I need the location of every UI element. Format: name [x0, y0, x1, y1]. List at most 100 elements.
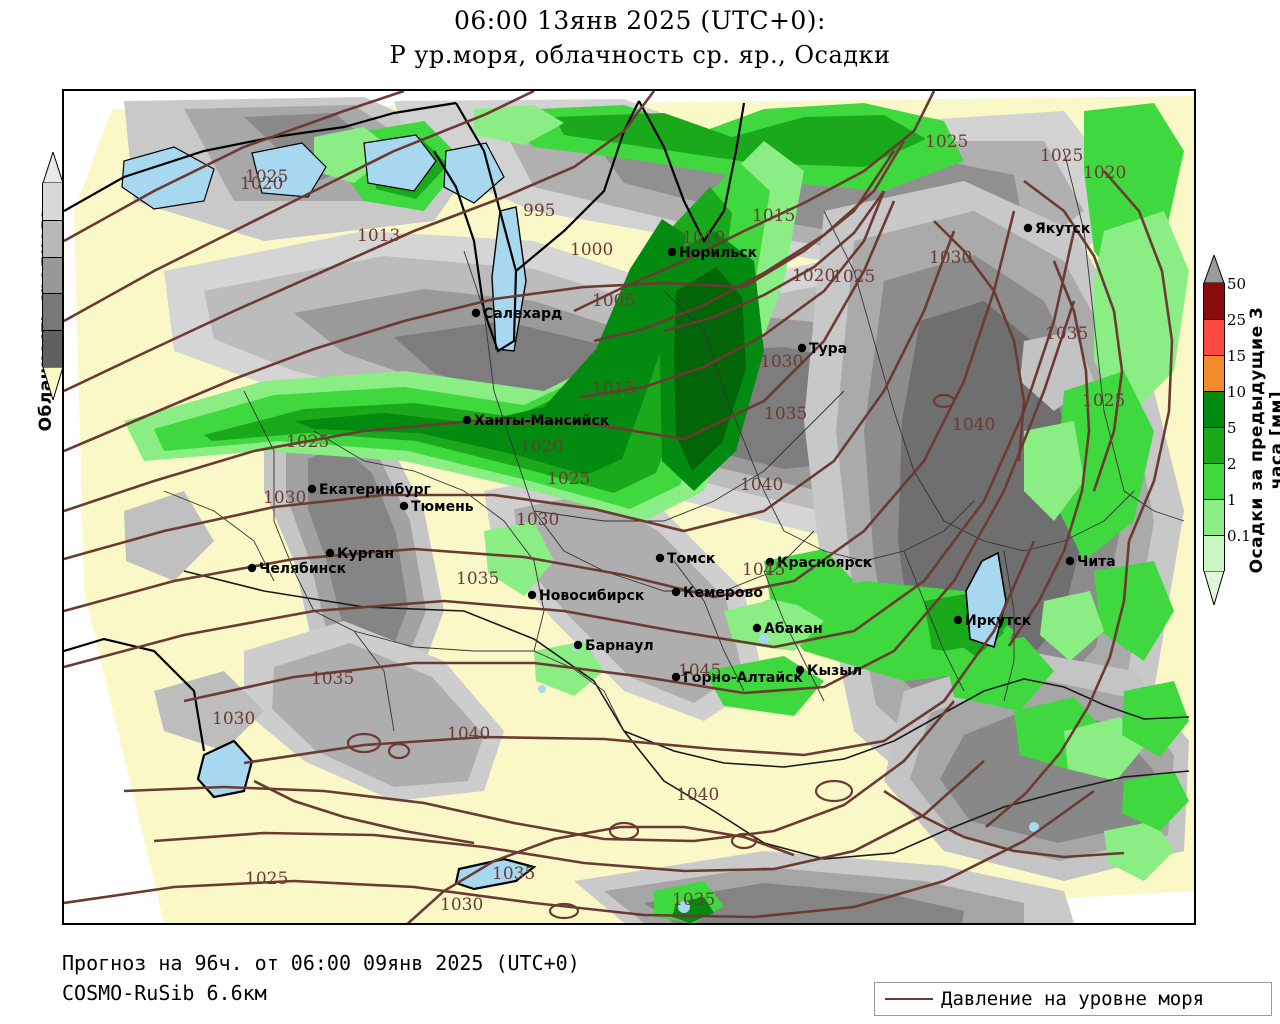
city-label: Барнаул	[585, 638, 654, 654]
map-canvas[interactable]: Якутск Норильск Тура Салехард Ханты-Мансийск…	[64, 91, 1194, 923]
precip-swatch-3	[1203, 391, 1225, 427]
city-dot	[795, 665, 805, 675]
precip-swatch-5	[1203, 463, 1225, 499]
isobar-label: 1013	[357, 226, 400, 246]
isobar-label: 1030	[760, 352, 803, 372]
city-label: Кемерово	[683, 585, 763, 601]
cloud-colorbar	[42, 183, 64, 367]
precip-tick-5: 5	[1227, 419, 1237, 437]
isobar-label: 1030	[212, 709, 255, 729]
country-borders	[183, 570, 1190, 860]
precip-swatch-1	[1203, 319, 1225, 355]
isobar-label: 1045	[678, 661, 721, 681]
title-line-1: 06:00 13янв 2025 (UTC+0):	[454, 6, 826, 35]
city-dot	[573, 640, 583, 650]
city-label: Якутск	[1035, 221, 1091, 237]
isobar-label: 1025	[245, 869, 288, 889]
city-dot	[752, 623, 762, 633]
city-label: Челябинск	[259, 561, 347, 577]
pressure-line-swatch	[885, 998, 933, 1000]
cloud-colorbar-over-arrow	[42, 150, 64, 184]
city-label: Екатеринбург	[319, 482, 431, 498]
city-label: Курган	[337, 546, 394, 562]
city-label: Тура	[809, 341, 847, 357]
precip-tick-50: 50	[1227, 275, 1247, 293]
city-dot	[765, 557, 775, 567]
precip-tick-1: 1	[1227, 491, 1237, 509]
precip-swatch-4	[1203, 427, 1225, 463]
isobar-label: 1010	[682, 228, 725, 248]
city-label: Иркутск	[965, 613, 1032, 629]
weather-map[interactable]: Якутск Норильск Тура Салехард Ханты-Мансийск…	[62, 89, 1196, 925]
isobar-label: 1005	[592, 291, 635, 311]
isobar-label: 1020	[520, 437, 563, 457]
city-dot	[325, 548, 335, 558]
cloud-swatch-3	[42, 293, 64, 331]
isobar-label: 1035	[764, 404, 807, 424]
isobar-label: 1020	[240, 174, 283, 194]
city-label: Горно-Алтайск	[683, 670, 803, 686]
isobar-label: 1030	[929, 248, 972, 268]
isobars	[64, 91, 1174, 923]
cities-layer: Якутск Норильск Тура Салехард Ханты-Мансийск…	[247, 221, 1116, 686]
isobar-label: 1025	[547, 469, 590, 489]
isobar-label: 1035	[492, 864, 535, 884]
city-label: Абакан	[764, 621, 823, 637]
city-dot	[399, 501, 409, 511]
city-dot	[667, 247, 677, 257]
isobar-label: 1025	[245, 167, 288, 187]
precip-swatch-7	[1203, 535, 1225, 571]
precip-colorbar-under-arrow	[1203, 570, 1225, 607]
precip-tick-2: 2	[1227, 455, 1237, 473]
precip-tick-15: 15	[1227, 347, 1247, 365]
city-label: Кызыл	[807, 663, 862, 679]
isobar-label: 1035	[456, 569, 499, 589]
isobar-label: 1030	[440, 895, 483, 915]
isobar-label: 1025	[1040, 146, 1083, 166]
isobar-label: 1035	[672, 890, 715, 910]
isobar-label: 1025	[925, 132, 968, 152]
city-dot	[953, 615, 963, 625]
cloud-swatch-2	[42, 256, 64, 294]
title-line-2: P ур.моря, облачность ср. яр., Осадки	[389, 41, 891, 69]
city-dot	[1065, 556, 1075, 566]
region-borders	[163, 150, 1185, 732]
isobar-label: 995	[523, 201, 555, 221]
city-dot	[797, 343, 807, 353]
cloud-colorbar-under-arrow	[42, 366, 64, 402]
isobar-label: 1040	[740, 475, 783, 495]
forecast-info: Прогноз на 96ч. от 06:00 09янв 2025 (UTC…	[62, 951, 580, 975]
city-label: Красноярск	[777, 555, 873, 571]
precip-tick-10: 10	[1227, 383, 1247, 401]
isobar-label: 1040	[676, 785, 719, 805]
isobar-label: 1000	[570, 240, 613, 260]
precip-swatch-0	[1203, 283, 1225, 319]
isobar-label: 1020	[792, 266, 835, 286]
city-dot	[462, 415, 472, 425]
city-dot	[471, 308, 481, 318]
footer: Прогноз на 96ч. от 06:00 09янв 2025 (UTC…	[62, 948, 580, 1008]
city-dot	[671, 672, 681, 682]
city-dot	[527, 590, 537, 600]
city-dot	[671, 587, 681, 597]
city-label: Салехард	[483, 306, 562, 322]
cloud-swatch-1	[42, 219, 64, 257]
isobar-label: 1045	[742, 560, 785, 580]
precip-swatch-2	[1203, 355, 1225, 391]
city-label: Ханты-Мансийск	[474, 413, 610, 429]
isobar-label: 1035	[311, 669, 354, 689]
city-dot	[655, 553, 665, 563]
isobar-label: 1025	[286, 432, 329, 452]
isobar-label: 1015	[752, 206, 795, 226]
isobar-label: 1025	[1082, 391, 1125, 411]
city-dot	[247, 563, 257, 573]
precip-tick-01: 0.1	[1227, 527, 1251, 545]
cloud-swatch-0	[42, 183, 64, 220]
isobar-labels-layer: 9951000100510101013101510151020102010201…	[212, 132, 1126, 915]
isobar-label: 1020	[1083, 163, 1126, 183]
model-info: COSMO-RuSib 6.6км	[62, 981, 267, 1005]
precip-swatch-6	[1203, 499, 1225, 535]
pressure-legend-label: Давление на уровне моря	[941, 988, 1205, 1010]
isobar-label: 1015	[592, 379, 635, 399]
city-label: Томск	[667, 551, 716, 567]
